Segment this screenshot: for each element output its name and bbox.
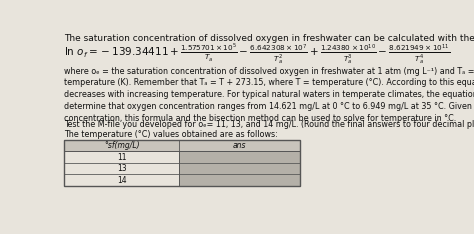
Text: °sf(mg/L): °sf(mg/L) xyxy=(104,141,139,150)
Bar xyxy=(64,174,179,186)
Bar xyxy=(64,140,300,186)
Text: 11: 11 xyxy=(117,153,127,161)
Bar xyxy=(64,163,179,174)
Text: 13: 13 xyxy=(117,164,127,173)
Text: ans: ans xyxy=(233,141,246,150)
Bar xyxy=(64,151,179,163)
Text: $\ln\,o_f = -139.34411 + \frac{1.575701\times10^5}{T_a} - \frac{6.642308\times10: $\ln\,o_f = -139.34411 + \frac{1.575701\… xyxy=(64,43,450,66)
Text: The temperature (°C) values obtained are as follows:: The temperature (°C) values obtained are… xyxy=(64,131,278,139)
Text: 14: 14 xyxy=(117,176,127,185)
Bar xyxy=(179,174,300,186)
Bar xyxy=(179,151,300,163)
Text: where oₑ = the saturation concentration of dissolved oxygen in freshwater at 1 a: where oₑ = the saturation concentration … xyxy=(64,67,474,123)
Text: Test the M-file you developed for oₑ= 11, 13, and 14 mg/L. (Round the final answ: Test the M-file you developed for oₑ= 11… xyxy=(64,121,474,129)
Bar xyxy=(179,163,300,174)
Bar xyxy=(64,140,300,151)
Text: The saturation concentration of dissolved oxygen in freshwater can be calculated: The saturation concentration of dissolve… xyxy=(64,34,474,43)
